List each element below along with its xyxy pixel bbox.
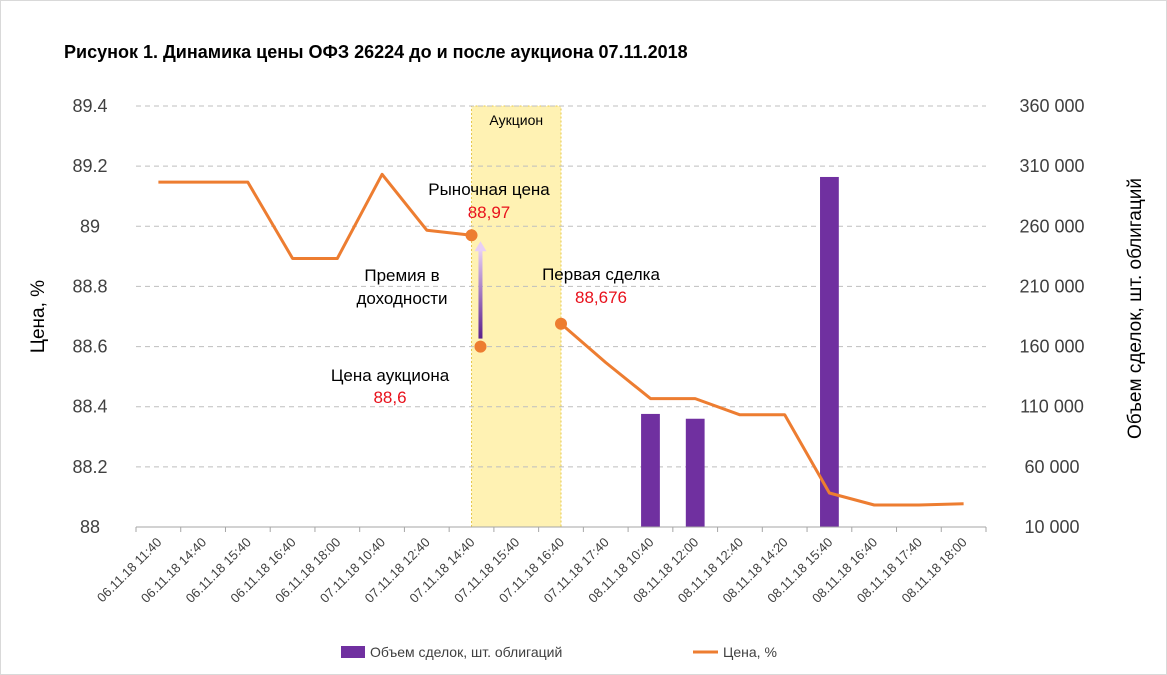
y2-tick-label: 110 000	[1020, 397, 1084, 417]
y2-tick-label: 10 000	[1024, 517, 1079, 537]
bars	[641, 176, 839, 527]
legend-bar-swatch	[341, 646, 365, 658]
y2-tick-label: 260 000	[1019, 216, 1084, 236]
price-line-layer	[158, 172, 964, 507]
y-axis-title: Цена, %	[28, 280, 49, 353]
y-tick-label: 89.2	[72, 156, 107, 176]
chart-title: Рисунок 1. Динамика цены ОФЗ 26224 до и …	[64, 42, 688, 62]
y2-tick-label: 310 000	[1019, 156, 1084, 176]
volume-bar	[685, 418, 705, 527]
y-tick-label: 88.6	[72, 337, 107, 357]
y2-tick-label: 160 000	[1019, 337, 1084, 357]
yield-premium-arrowhead	[474, 241, 487, 252]
auction-band	[471, 105, 562, 528]
y-tick-label: 89.4	[72, 96, 107, 116]
market-price-value: 88,97	[468, 203, 511, 222]
legend: Объем сделок, шт. облигаций Цена, %	[341, 644, 777, 660]
auction-price-label: Цена аукциона	[331, 366, 450, 385]
y-tick-label: 88	[80, 517, 100, 537]
yield-premium-arrow	[478, 249, 483, 339]
price-line	[158, 172, 964, 507]
annotations: Рыночная цена 88,97 Первая сделка 88,676 Цен…	[331, 180, 661, 407]
first-trade-value: 88,676	[575, 288, 627, 307]
y-tick-label: 89	[80, 216, 100, 236]
market-price-label: Рыночная цена	[428, 180, 550, 199]
legend-line-label: Цена, %	[723, 644, 777, 660]
y-tick-label: 88.8	[72, 276, 107, 296]
y2-tick-label: 210 000	[1019, 276, 1084, 296]
auction-price-value: 88,6	[373, 388, 406, 407]
market-price-marker	[465, 229, 478, 242]
y-tick-label: 88.4	[72, 397, 107, 417]
auction-price-marker	[474, 340, 487, 353]
auction-band-label: Аукцион	[489, 112, 543, 128]
yield-premium-label-line2: доходности	[356, 289, 447, 308]
y-tick-label: 88.2	[72, 457, 107, 477]
axes: 89.4 360 000 89.2 310 000 89 260 000 88.8 210 0…	[28, 96, 1146, 606]
first-trade-label: Первая сделка	[542, 265, 660, 284]
volume-bar	[641, 413, 660, 527]
volume-bar	[820, 176, 839, 527]
y2-tick-label: 60 000	[1024, 457, 1079, 477]
yield-premium-label-line1: Премия в	[364, 266, 439, 285]
legend-bar-label: Объем сделок, шт. облигаций	[370, 644, 562, 660]
first-trade-marker	[555, 317, 567, 330]
y2-tick-label: 360 000	[1019, 96, 1084, 116]
y2-axis-title: Объем сделок, шт. облигаций	[1125, 178, 1146, 439]
auction-band-layer: Аукцион	[471, 105, 562, 528]
